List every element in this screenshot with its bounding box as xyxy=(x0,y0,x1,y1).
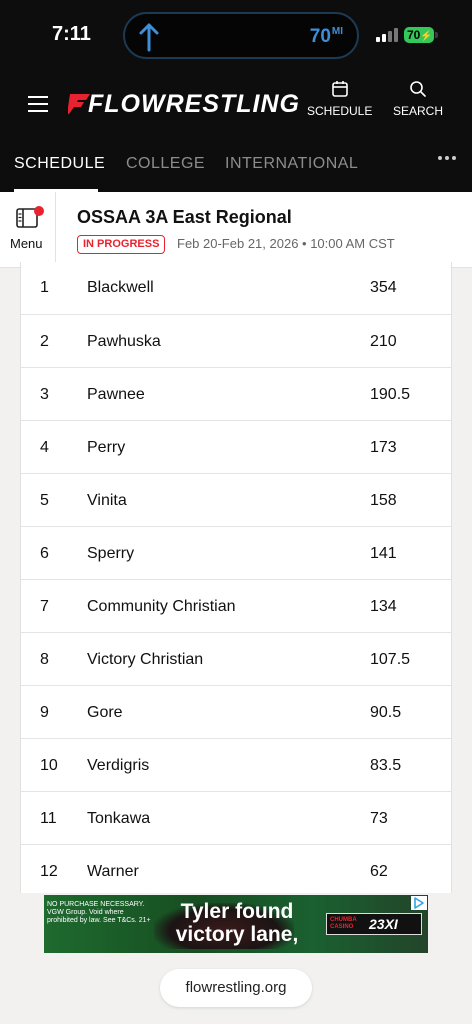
flowrestling-logo[interactable]: FLOWRESTLING xyxy=(68,88,299,118)
ad-fine-print: NO PURCHASE NECESSARY. VGW Group. Void w… xyxy=(47,901,151,924)
active-tab-indicator xyxy=(14,189,98,192)
app-header: FLOWRESTLING SCHEDULE SEARCH xyxy=(0,70,472,138)
team-name: Blackwell xyxy=(87,279,154,296)
status-badge: IN PROGRESS xyxy=(77,235,166,254)
team-score: 107.5 xyxy=(370,651,411,668)
team-rank: 3 xyxy=(40,386,49,403)
team-name: Sperry xyxy=(87,545,135,562)
nav-tabs: SCHEDULE COLLEGE INTERNATIONAL xyxy=(0,138,472,192)
table-row[interactable]: 12 Warner 62 xyxy=(21,845,451,898)
team-name: Verdigris xyxy=(87,757,150,774)
schedule-label: SCHEDULE xyxy=(307,104,373,118)
flo-chevron-icon xyxy=(68,94,90,114)
table-row[interactable]: 3 Pawnee 190.5 xyxy=(21,368,451,421)
team-rank: 2 xyxy=(40,333,49,350)
event-date-time: Feb 20-Feb 21, 2026 • 10:00 AM CST xyxy=(177,236,395,251)
team-score: 141 xyxy=(370,545,397,562)
more-dots-icon[interactable] xyxy=(438,156,458,162)
team-score: 354 xyxy=(370,279,397,296)
tab-international[interactable]: INTERNATIONAL xyxy=(225,155,359,172)
menu-label: Menu xyxy=(10,236,43,251)
team-rank: 9 xyxy=(40,704,49,721)
ad-banner[interactable]: NO PURCHASE NECESSARY. VGW Group. Void w… xyxy=(44,895,428,953)
search-label: SEARCH xyxy=(393,104,444,118)
table-row[interactable]: 2 Pawhuska 210 xyxy=(21,315,451,368)
table-row[interactable]: 8 Victory Christian 107.5 xyxy=(21,633,451,686)
team-name: Victory Christian xyxy=(87,651,204,668)
ad-headline-line-2: victory lane, xyxy=(175,923,299,946)
team-rank: 11 xyxy=(40,810,57,827)
table-row[interactable]: 4 Perry 173 xyxy=(21,421,451,474)
battery-tip xyxy=(435,32,438,38)
team-score: 73 xyxy=(370,810,388,827)
event-header: Menu OSSAA 3A East Regional IN PROGRESS … xyxy=(0,192,472,268)
team-rank: 5 xyxy=(40,492,49,509)
team-rank: 7 xyxy=(40,598,49,615)
browser-url-bar[interactable]: flowrestling.org xyxy=(160,969,312,1007)
notification-dot xyxy=(34,206,44,216)
ad-brand-logos: CHUMBA CASINO 23XI xyxy=(326,913,422,935)
team-rank: 4 xyxy=(40,439,49,456)
hamburger-icon[interactable] xyxy=(28,96,48,112)
tab-college[interactable]: COLLEGE xyxy=(126,155,206,172)
schedule-button[interactable]: SCHEDULE xyxy=(307,80,372,118)
calendar-icon xyxy=(331,81,348,97)
team-score: 62 xyxy=(370,863,388,880)
table-row[interactable]: 10 Verdigris 83.5 xyxy=(21,739,451,792)
team-name: Vinita xyxy=(87,492,127,509)
chumba-logo: CHUMBA CASINO xyxy=(330,917,357,930)
team-name: Tonkawa xyxy=(87,810,151,827)
ad-headline: Tyler found victory lane, xyxy=(162,900,312,946)
table-row[interactable]: 9 Gore 90.5 xyxy=(21,686,451,739)
race-car-image xyxy=(154,903,294,949)
event-menu-button[interactable]: Menu xyxy=(0,192,56,268)
clock: 7:11 xyxy=(52,23,91,45)
team-rank: 8 xyxy=(40,651,49,668)
team-name: Perry xyxy=(87,439,126,456)
status-bar: 7:11 70MI 70⚡ xyxy=(0,0,472,70)
ad-choices-icon[interactable] xyxy=(411,896,427,910)
team-name: Warner xyxy=(87,863,139,880)
dynamic-island[interactable]: 70MI xyxy=(123,12,359,59)
table-row[interactable]: 5 Vinita 158 xyxy=(21,474,451,527)
team-score: 210 xyxy=(370,333,397,350)
search-icon xyxy=(410,81,426,97)
tab-schedule[interactable]: SCHEDULE xyxy=(14,155,106,172)
search-button[interactable]: SEARCH xyxy=(393,80,443,118)
team-name: Pawnee xyxy=(87,386,145,403)
menu-panel-icon xyxy=(16,208,38,228)
table-row[interactable]: 11 Tonkawa 73 xyxy=(21,792,451,845)
team-score: 173 xyxy=(370,439,397,456)
team-standings-table: 1 Blackwell 354 2 Pawhuska 210 3 Pawnee 190.5 4 Pe… xyxy=(20,262,452,898)
team-rank: 10 xyxy=(40,757,58,774)
ad-headline-line-1: Tyler found xyxy=(180,900,294,923)
battery-icon: 70⚡ xyxy=(404,27,434,43)
brand-name: FLOWRESTLING xyxy=(88,90,300,118)
footer-area: NO PURCHASE NECESSARY. VGW Group. Void w… xyxy=(0,893,472,1024)
distance-readout: 70MI xyxy=(309,26,343,47)
table-row[interactable]: 6 Sperry 141 xyxy=(21,527,451,580)
team-score: 158 xyxy=(370,492,397,509)
team-score: 190.5 xyxy=(370,386,411,403)
signal-icon xyxy=(376,28,398,42)
up-arrow-icon xyxy=(139,23,159,52)
team-rank: 12 xyxy=(40,863,58,880)
team-rank: 1 xyxy=(40,279,49,296)
team-score: 90.5 xyxy=(370,704,402,721)
team-score: 134 xyxy=(370,598,397,615)
team-name: Community Christian xyxy=(87,598,236,615)
event-title: OSSAA 3A East Regional xyxy=(77,207,292,227)
team-name: Pawhuska xyxy=(87,333,161,350)
team-name: Gore xyxy=(87,704,123,721)
23xi-logo: 23XI xyxy=(369,916,398,932)
team-rank: 6 xyxy=(40,545,49,562)
table-row[interactable]: 7 Community Christian 134 xyxy=(21,580,451,633)
table-row[interactable]: 1 Blackwell 354 xyxy=(21,262,451,315)
team-score: 83.5 xyxy=(370,757,402,774)
